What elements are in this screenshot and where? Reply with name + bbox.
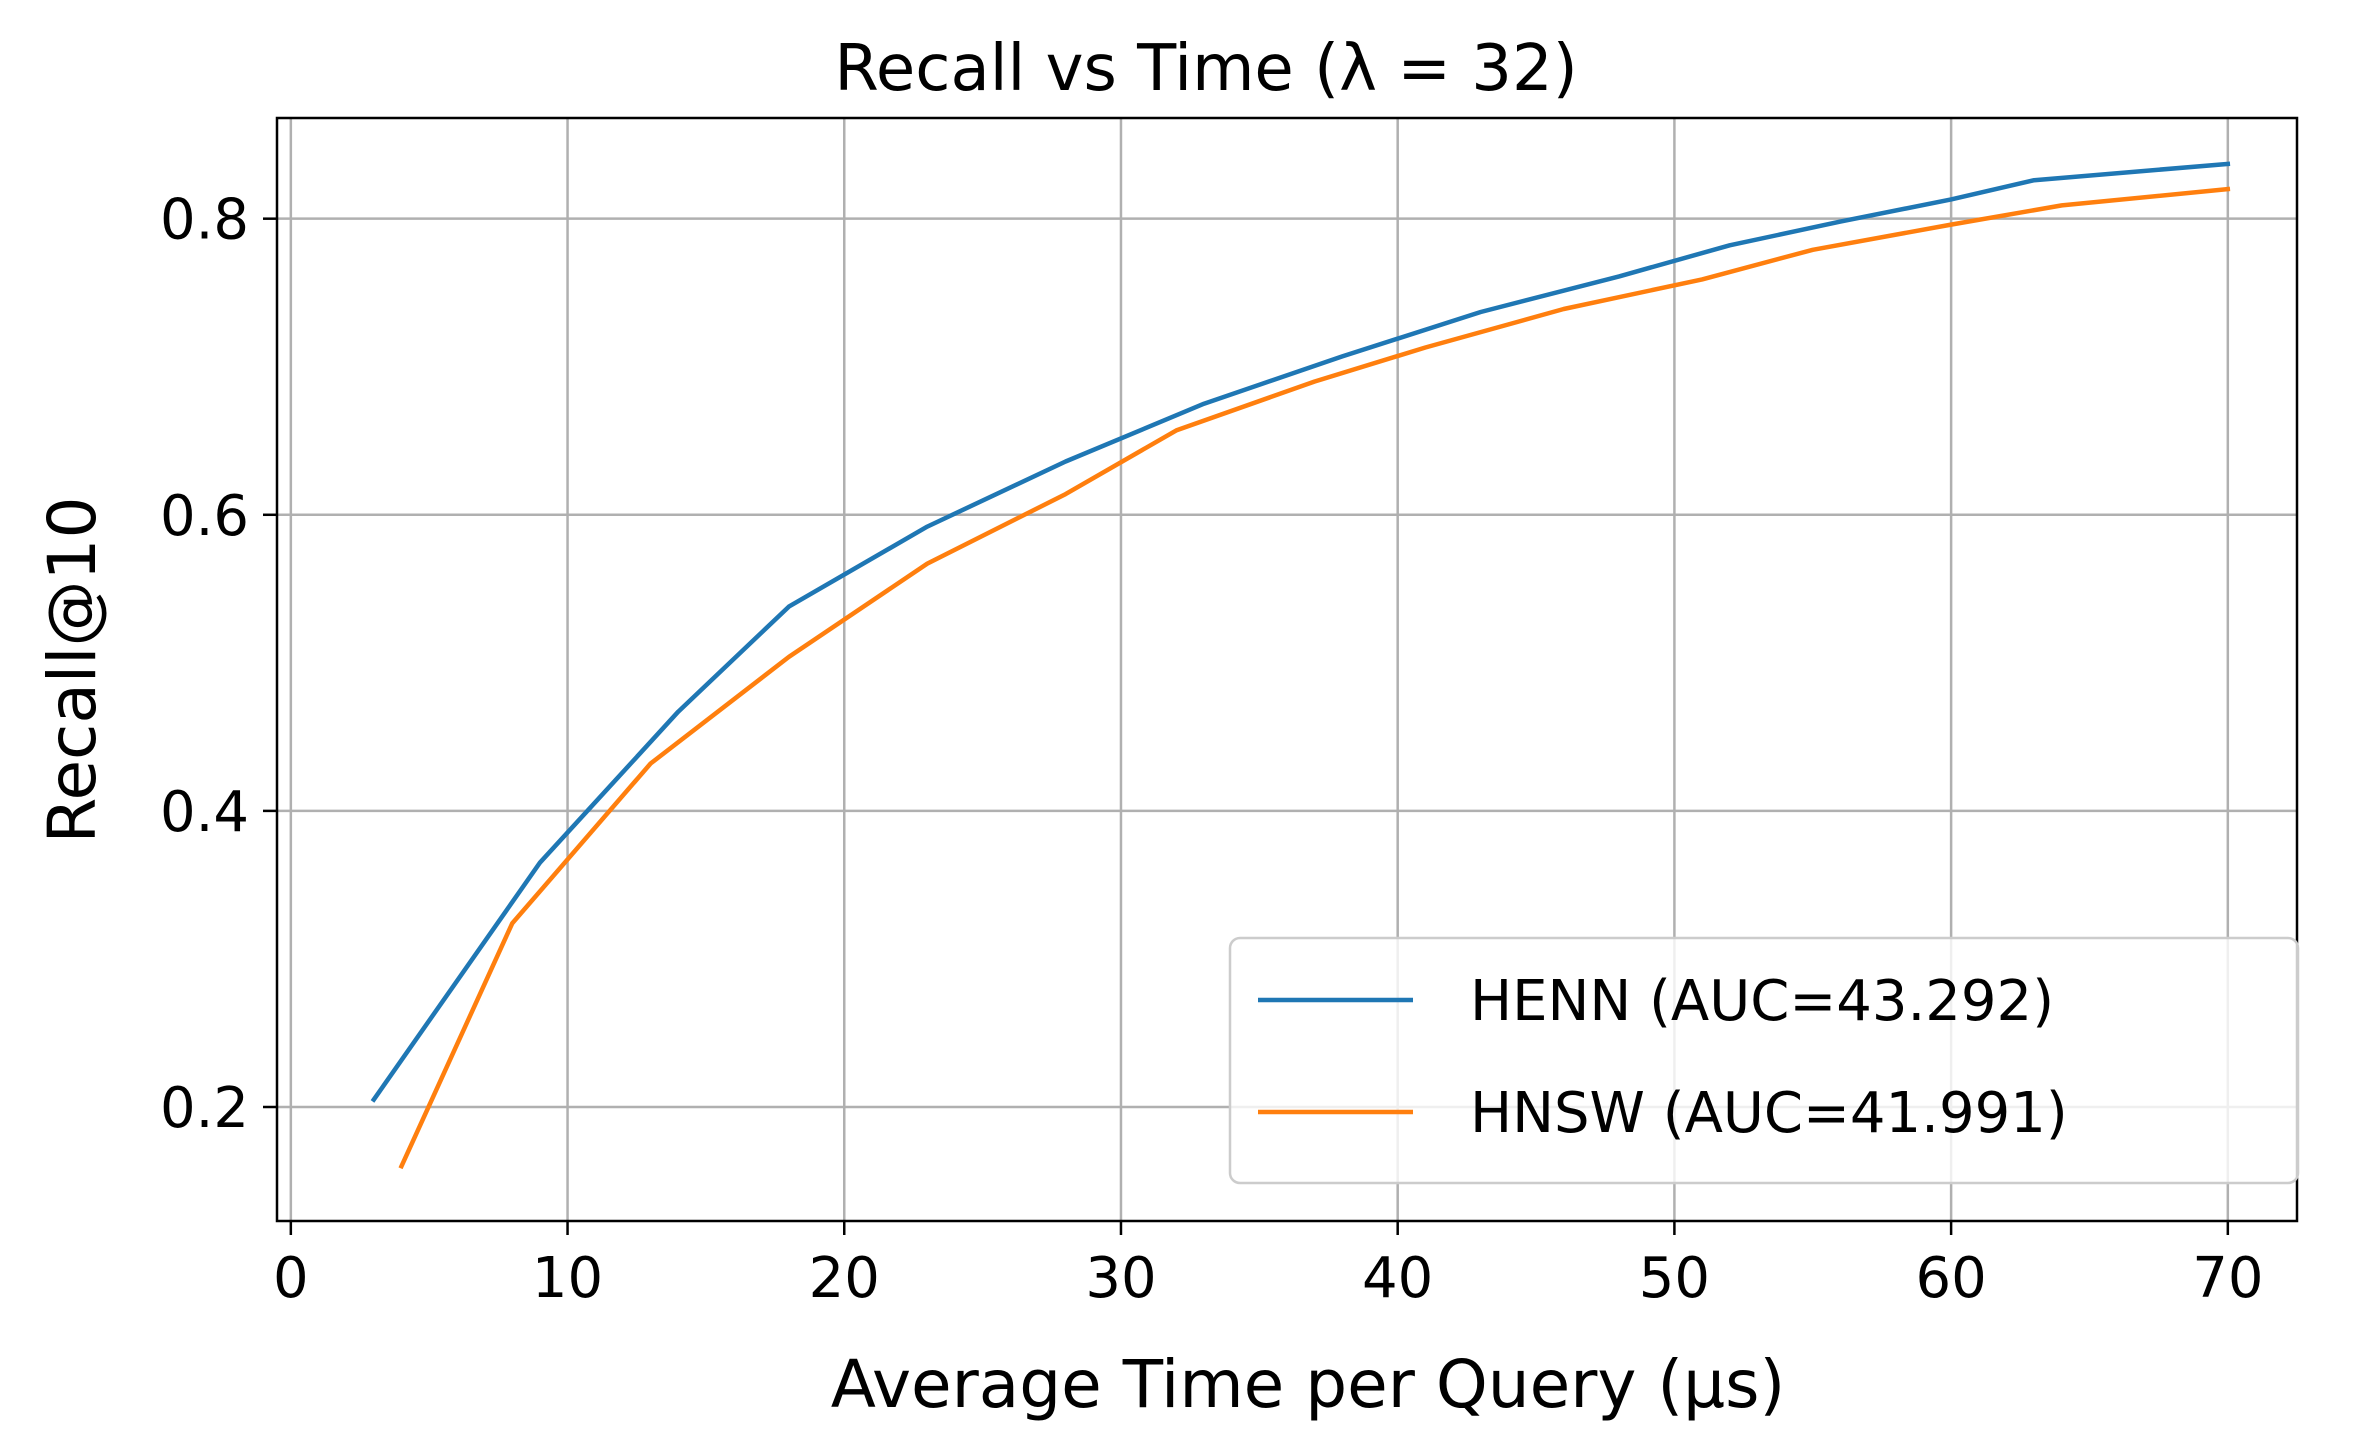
x-tick-label: 20 [809, 1246, 880, 1311]
series-line-henn [370, 161, 2231, 1103]
y-axis-label: Recall@10 [34, 497, 111, 844]
x-tick-label: 0 [273, 1246, 309, 1311]
x-tick-label: 70 [2192, 1246, 2263, 1311]
legend-label-hnsw: HNSW (AUC=41.991) [1470, 1081, 2068, 1146]
y-tick-label: 0.2 [160, 1076, 249, 1141]
legend-box [1228, 936, 2300, 1185]
y-tick-label: 0.6 [160, 484, 249, 549]
chart-title: Recall vs Time (λ = 32) [834, 32, 1577, 106]
y-tick-label: 0.8 [160, 188, 249, 253]
series-line-hnsw [398, 186, 2231, 1170]
axis-ticks [263, 217, 2230, 1235]
x-tick-label: 40 [1362, 1246, 1433, 1311]
plot-area-frame [275, 116, 2299, 1223]
x-tick-label: 10 [532, 1246, 603, 1311]
y-tick-label: 0.4 [160, 780, 249, 845]
legend: HENN (AUC=43.292) HNSW (AUC=41.991) [1228, 936, 2300, 1185]
x-axis-label: Average Time per Query (μs) [831, 1346, 1786, 1423]
legend-label-henn: HENN (AUC=43.292) [1470, 969, 2054, 1034]
series-lines [370, 161, 2231, 1170]
x-tick-label: 50 [1639, 1246, 1710, 1311]
x-tick-label: 60 [1915, 1246, 1986, 1311]
x-tick-label: 30 [1085, 1246, 1156, 1311]
